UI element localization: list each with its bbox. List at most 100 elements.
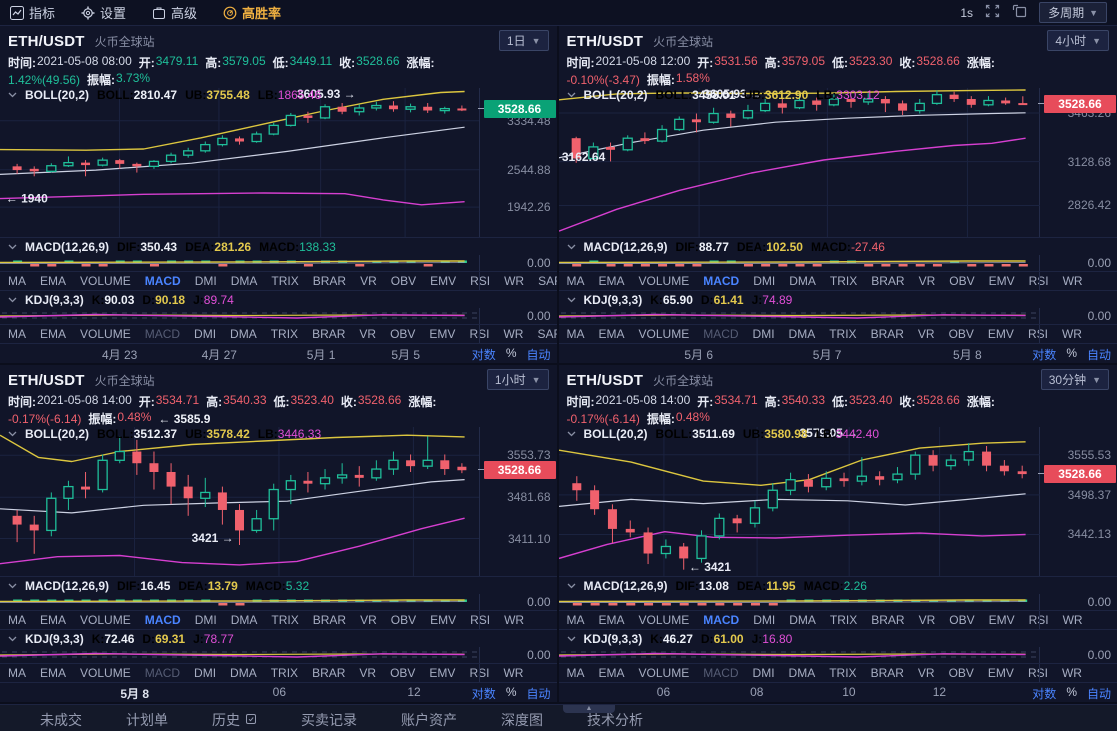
indicator-tab-volume[interactable]: VOLUME	[638, 274, 690, 288]
auto-scale-toggle[interactable]: 自动	[1086, 348, 1111, 362]
tab-account-assets[interactable]: 账户资产	[401, 712, 457, 728]
indicator-tab-brar[interactable]: BRAR	[871, 613, 905, 627]
indicator-tab-emv[interactable]: EMV	[430, 613, 457, 627]
indicator-tab-ema[interactable]: EMA	[40, 613, 67, 627]
indicator-tab-dmi[interactable]: DMI	[753, 274, 776, 288]
indicator-tab-obv[interactable]: OBV	[948, 327, 974, 341]
indicator-tab-dma[interactable]: DMA	[230, 327, 257, 341]
main-chart-area[interactable]: BOLL(20,2) BOLL:2810.47 UB:3755.48 LB:1865.…	[0, 88, 557, 237]
indicator-tab-ma[interactable]: MA	[8, 666, 26, 680]
indicator-tab-macd[interactable]: MACD	[144, 613, 181, 627]
indicator-tab-volume[interactable]: VOLUME	[80, 274, 131, 288]
indicator-tab-brar[interactable]: BRAR	[871, 274, 905, 288]
chevron-down-icon[interactable]	[8, 297, 17, 303]
indicator-tab-obv[interactable]: OBV	[390, 274, 417, 288]
indicator-tab-ma[interactable]: MA	[566, 327, 585, 341]
indicator-tab-dmi[interactable]: DMI	[752, 666, 775, 680]
indicator-tab-obv[interactable]: OBV	[949, 613, 975, 627]
chevron-down-icon[interactable]	[8, 431, 17, 437]
collapse-panel-tab[interactable]: ▲	[563, 705, 615, 713]
main-chart-area[interactable]: BOLL(20,2) BOLL:3511.69 UB:3580.98 LB:3442.…	[558, 427, 1117, 576]
indicator-tab-trix[interactable]: TRIX	[829, 327, 857, 341]
indicator-tab-obv[interactable]: OBV	[390, 666, 416, 680]
indicator-tab-emv[interactable]: EMV	[429, 327, 456, 341]
candlestick-plot[interactable]: 3579.05 → ← 3421	[558, 427, 1040, 576]
indicator-tab-volume[interactable]: VOLUME	[638, 666, 690, 680]
tab-technical-analysis[interactable]: 技术分析	[587, 712, 643, 728]
indicator-tab-ema[interactable]: EMA	[598, 613, 625, 627]
tab-history[interactable]: 历史	[212, 708, 257, 731]
indicator-tab-brar[interactable]: BRAR	[870, 666, 904, 680]
indicator-tab-macd[interactable]: MACD	[703, 274, 740, 288]
indicator-tab-obv[interactable]: OBV	[949, 274, 975, 288]
tab-trade-records[interactable]: 买卖记录	[301, 712, 357, 728]
indicator-tab-macd[interactable]: MACD	[703, 327, 739, 341]
indicator-tab-wr[interactable]: WR	[1062, 274, 1083, 288]
indicator-tab-emv[interactable]: EMV	[430, 274, 457, 288]
indicator-tab-emv[interactable]: EMV	[987, 327, 1014, 341]
indicator-tab-ma[interactable]: MA	[566, 274, 585, 288]
indicator-tab-brar[interactable]: BRAR	[312, 327, 346, 341]
indicator-tab-wr[interactable]: WR	[503, 327, 524, 341]
indicator-tab-ma[interactable]: MA	[8, 274, 26, 288]
indicator-tab-vr[interactable]: VR	[918, 274, 936, 288]
percent-scale-toggle[interactable]: %	[505, 685, 517, 699]
indicator-tab-ema[interactable]: EMA	[40, 274, 67, 288]
indicator-tab-dma[interactable]: DMA	[230, 613, 258, 627]
indicator-tab-dmi[interactable]: DMI	[194, 327, 217, 341]
indicator-tab-trix[interactable]: TRIX	[829, 666, 857, 680]
log-scale-toggle[interactable]: 对数	[471, 348, 496, 362]
indicator-tab-obv[interactable]: OBV	[390, 327, 416, 341]
log-scale-toggle[interactable]: 对数	[1032, 348, 1057, 362]
indicator-tab-rsi[interactable]: RSI	[1028, 274, 1049, 288]
indicator-tab-dmi[interactable]: DMI	[752, 327, 775, 341]
add-window-icon[interactable]	[1012, 4, 1027, 21]
indicator-tab-macd[interactable]: MACD	[703, 613, 740, 627]
auto-scale-toggle[interactable]: 自动	[526, 348, 551, 362]
indicator-tab-emv[interactable]: EMV	[429, 666, 456, 680]
indicator-tab-rsi[interactable]: RSI	[1027, 666, 1048, 680]
indicator-tab-rsi[interactable]: RSI	[470, 274, 491, 288]
toolbar-item-winrate[interactable]: 高胜率	[223, 3, 281, 22]
toolbar-item-advanced[interactable]: 高级	[152, 3, 197, 22]
indicator-tab-dma[interactable]: DMA	[230, 666, 257, 680]
indicator-tab-dmi[interactable]: DMI	[194, 613, 217, 627]
chevron-down-icon[interactable]	[8, 244, 17, 250]
indicator-tab-trix[interactable]: TRIX	[270, 666, 299, 680]
indicator-tab-dma[interactable]: DMA	[789, 613, 816, 627]
indicator-tab-trix[interactable]: TRIX	[271, 613, 299, 627]
indicator-tab-ma[interactable]: MA	[8, 327, 26, 341]
indicator-tab-dma[interactable]: DMA	[789, 274, 816, 288]
candlestick-plot[interactable]: 3421 →	[0, 427, 480, 576]
indicator-tab-volume[interactable]: VOLUME	[638, 327, 690, 341]
log-scale-toggle[interactable]: 对数	[471, 687, 496, 701]
percent-scale-toggle[interactable]: %	[1066, 346, 1077, 360]
candlestick-plot[interactable]: 3605.93 → ← 1940	[0, 88, 480, 237]
indicator-tab-vr[interactable]: VR	[359, 327, 377, 341]
indicator-tab-ema[interactable]: EMA	[598, 327, 625, 341]
indicator-tab-dma[interactable]: DMA	[788, 666, 816, 680]
indicator-tab-ma[interactable]: MA	[566, 613, 585, 627]
indicator-tab-vr[interactable]: VR	[917, 327, 935, 341]
indicator-tab-dma[interactable]: DMA	[230, 274, 258, 288]
indicator-tab-vr[interactable]: VR	[359, 666, 377, 680]
chevron-down-icon[interactable]	[567, 431, 576, 437]
indicator-tab-volume[interactable]: VOLUME	[80, 327, 131, 341]
indicator-tab-ema[interactable]: EMA	[40, 666, 67, 680]
tab-plan-orders[interactable]: 计划单	[126, 712, 168, 728]
percent-scale-toggle[interactable]: %	[505, 346, 517, 360]
indicator-tab-volume[interactable]: VOLUME	[80, 613, 131, 627]
indicator-tab-vr[interactable]: VR	[917, 666, 935, 680]
indicator-tab-dmi[interactable]: DMI	[194, 666, 217, 680]
indicator-tab-wr[interactable]: WR	[504, 274, 525, 288]
indicator-tab-brar[interactable]: BRAR	[312, 666, 346, 680]
chevron-down-icon[interactable]	[567, 92, 576, 98]
indicator-tab-obv[interactable]: OBV	[948, 666, 974, 680]
indicator-tab-wr[interactable]: WR	[1061, 666, 1082, 680]
toolbar-item-settings[interactable]: 设置	[81, 3, 126, 22]
auto-scale-toggle[interactable]: 自动	[526, 687, 551, 701]
period-dropdown[interactable]: 30分钟 ▼	[1040, 369, 1109, 390]
indicator-tab-wr[interactable]: WR	[503, 666, 524, 680]
main-chart-area[interactable]: BOLL(20,2) BOLL:3512.37 UB:3578.42 LB:3446.…	[0, 427, 557, 576]
indicator-tab-volume[interactable]: VOLUME	[80, 666, 131, 680]
